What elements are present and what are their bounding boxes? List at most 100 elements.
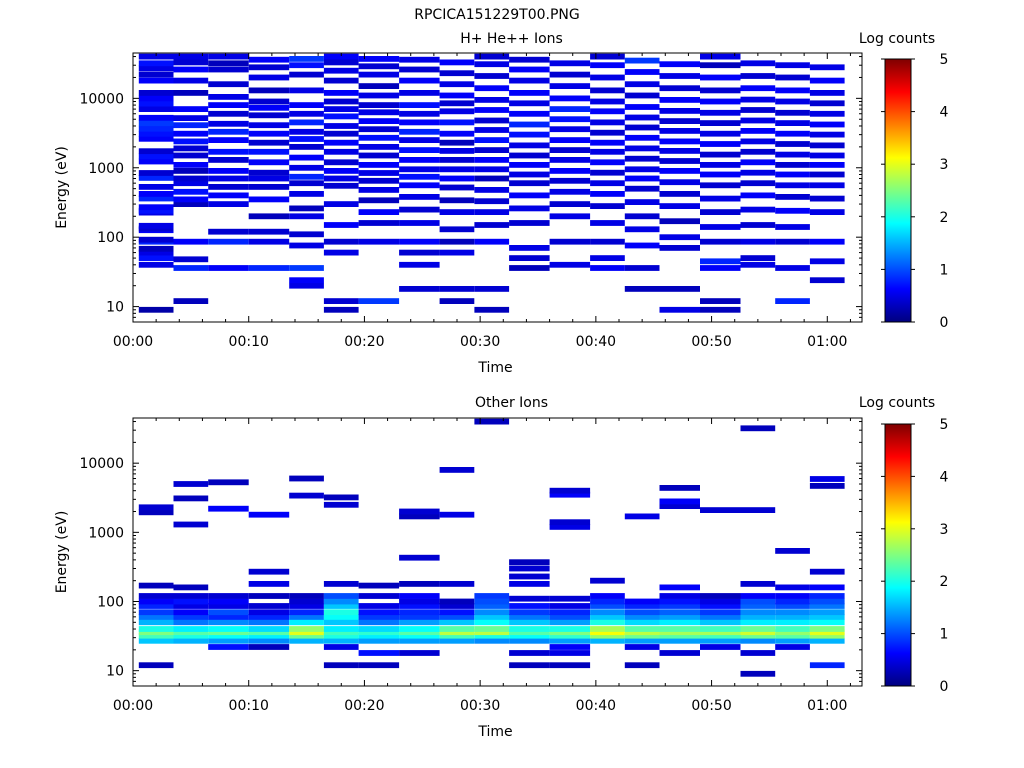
heatmap-cell bbox=[740, 180, 776, 187]
heatmap-cell bbox=[590, 169, 625, 176]
heatmap-cell bbox=[474, 626, 510, 632]
heatmap-cell bbox=[173, 629, 209, 636]
heatmap-cell bbox=[289, 632, 324, 639]
heatmap-cell bbox=[138, 222, 174, 229]
heatmap-cell bbox=[809, 626, 845, 632]
heatmap-cell bbox=[173, 59, 209, 66]
heatmap-cell bbox=[289, 173, 324, 180]
heatmap-cell bbox=[358, 238, 400, 245]
heatmap-cell bbox=[809, 90, 845, 96]
colorbar-tick-label: 1 bbox=[940, 262, 949, 278]
heatmap-cell bbox=[700, 609, 741, 616]
heatmap-cell bbox=[439, 119, 475, 126]
heatmap-cell bbox=[323, 629, 359, 636]
heatmap-cell bbox=[549, 637, 591, 644]
heatmap-cell bbox=[439, 637, 475, 644]
heatmap-cell bbox=[775, 637, 810, 644]
heatmap-cell bbox=[809, 110, 845, 117]
heatmap-cell bbox=[439, 148, 475, 154]
heatmap-cell bbox=[509, 90, 550, 96]
heatmap-cell bbox=[509, 142, 550, 149]
heatmap-cell bbox=[439, 626, 475, 632]
heatmap-cell bbox=[509, 66, 550, 73]
heatmap-cell bbox=[173, 168, 209, 174]
heatmap-cell bbox=[775, 171, 810, 178]
x-axis-label: Time bbox=[477, 724, 512, 740]
heatmap-cell bbox=[248, 159, 290, 166]
heatmap-cell bbox=[208, 184, 249, 190]
heatmap-cell bbox=[590, 577, 625, 584]
heatmap-cell bbox=[208, 265, 249, 271]
heatmap-cell bbox=[323, 139, 359, 146]
heatmap-cell bbox=[138, 120, 174, 127]
heatmap-cell bbox=[509, 629, 550, 636]
heatmap-cell bbox=[248, 511, 290, 518]
heatmap-cell bbox=[740, 148, 776, 155]
heatmap-cell bbox=[700, 593, 741, 599]
heatmap-cell bbox=[590, 108, 625, 115]
heatmap-cell bbox=[740, 507, 776, 513]
heatmap-cell bbox=[208, 629, 249, 636]
heatmap-cell bbox=[439, 81, 475, 88]
heatmap-cell bbox=[740, 169, 776, 176]
heatmap-cell bbox=[474, 629, 510, 636]
heatmap-cell bbox=[809, 209, 845, 215]
heatmap-cell bbox=[590, 129, 625, 136]
heatmap-cell bbox=[590, 265, 625, 271]
heatmap-cell bbox=[208, 102, 249, 108]
heatmap-cell bbox=[775, 619, 810, 626]
heatmap-cell bbox=[740, 222, 776, 228]
heatmap-cell bbox=[399, 603, 440, 609]
heatmap-cell bbox=[809, 195, 845, 202]
heatmap-cell bbox=[138, 148, 174, 155]
heatmap-cell bbox=[549, 95, 591, 102]
heatmap-cell bbox=[590, 238, 625, 245]
heatmap-cell bbox=[439, 108, 475, 115]
heatmap-cell bbox=[399, 206, 440, 213]
heatmap-cell bbox=[248, 644, 290, 650]
x-tick-label: 00:00 bbox=[113, 698, 153, 714]
heatmap-cell bbox=[509, 632, 550, 639]
heatmap-cell bbox=[509, 245, 550, 251]
heatmap-cell bbox=[289, 102, 324, 108]
heatmap-cell bbox=[439, 581, 475, 587]
heatmap-cell bbox=[323, 201, 359, 207]
heatmap-cell bbox=[138, 158, 174, 165]
heatmap-cell bbox=[740, 107, 776, 113]
heatmap-cell bbox=[624, 609, 660, 616]
heatmap-cell bbox=[173, 53, 209, 60]
heatmap-cell bbox=[509, 180, 550, 187]
heatmap-cell bbox=[399, 650, 440, 656]
colorbar-tick-label: 0 bbox=[940, 679, 949, 695]
heatmap-cell bbox=[474, 157, 510, 163]
heatmap-cell bbox=[358, 209, 400, 215]
heatmap-cell bbox=[358, 197, 400, 204]
heatmap-cell bbox=[323, 609, 359, 616]
heatmap-cell bbox=[248, 609, 290, 616]
heatmap-cell bbox=[138, 629, 174, 636]
heatmap-cell bbox=[248, 619, 290, 626]
heatmap-cell bbox=[358, 187, 400, 193]
heatmap-cell bbox=[173, 115, 209, 121]
heatmap-cell bbox=[248, 228, 290, 235]
heatmap-cell bbox=[289, 231, 324, 238]
heatmap-cell bbox=[549, 116, 591, 123]
heatmap-cell bbox=[358, 220, 400, 226]
heatmap-cell bbox=[659, 306, 700, 313]
heatmap-cell bbox=[549, 644, 591, 650]
heatmap-cell bbox=[549, 157, 591, 163]
heatmap-cell bbox=[700, 614, 741, 620]
heatmap-cell bbox=[549, 83, 591, 89]
heatmap-cell bbox=[358, 102, 400, 108]
heatmap-cell bbox=[323, 222, 359, 228]
heatmap-cell bbox=[809, 182, 845, 189]
heatmap-cell bbox=[740, 85, 776, 92]
heatmap-cell bbox=[399, 147, 440, 153]
heatmap-cell bbox=[549, 629, 591, 636]
heatmap-cell bbox=[173, 90, 209, 96]
heatmap-cell bbox=[624, 114, 660, 121]
heatmap-cell bbox=[289, 475, 324, 482]
x-tick-label: 00:20 bbox=[344, 334, 384, 350]
y-tick-label: 1000 bbox=[88, 525, 124, 541]
heatmap-cell bbox=[399, 249, 440, 256]
